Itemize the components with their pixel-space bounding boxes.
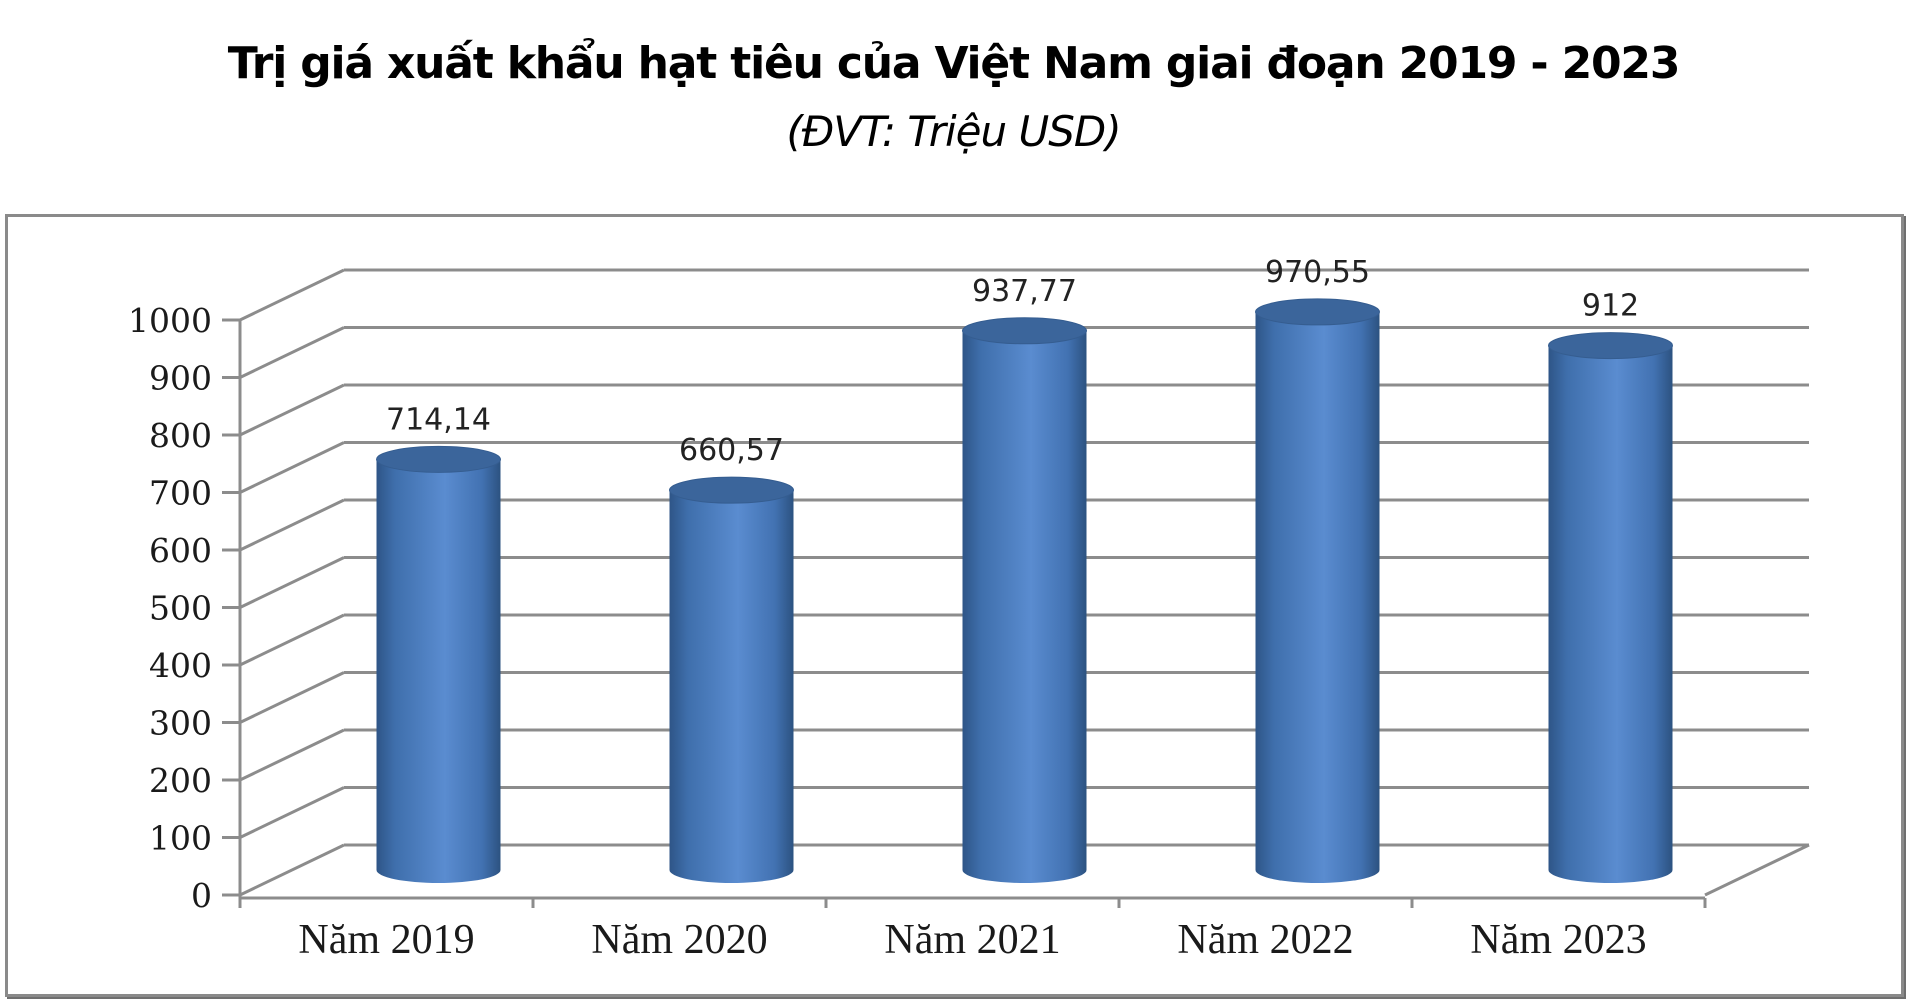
data-label: 660,57 <box>679 433 784 468</box>
y-tick-label: 600 <box>149 531 212 570</box>
y-tick-label: 400 <box>149 646 212 685</box>
bar-năm-2019 <box>376 445 501 884</box>
side-gridline <box>239 383 345 437</box>
bar-năm-2023 <box>1548 332 1673 884</box>
bar-top <box>376 445 501 473</box>
y-tick-label: 300 <box>149 704 212 743</box>
bar-body <box>962 330 1087 884</box>
x-tick-label: Năm 2021 <box>884 917 1060 963</box>
side-gridline <box>239 613 345 667</box>
side-gridline <box>239 843 345 897</box>
axes: 0 100 200 300 400 500 600 700 800 900 1000 <box>128 301 1707 915</box>
bar-body <box>1255 311 1380 884</box>
bar-top <box>1255 298 1380 326</box>
bar-top <box>962 317 1087 345</box>
side-gridline <box>239 268 345 322</box>
x-tick-label: Năm 2019 <box>298 917 474 963</box>
y-tick-label: 100 <box>149 819 212 858</box>
bar-top <box>669 476 794 504</box>
bar-năm-2022 <box>1255 298 1380 884</box>
chart-title: Trị giá xuất khẩu hạt tiêu của Việt Nam … <box>227 38 1681 89</box>
bar-body <box>376 459 501 884</box>
data-label: 970,55 <box>1265 255 1370 290</box>
y-tick-label: 900 <box>149 359 212 398</box>
data-label: 714,14 <box>386 402 491 437</box>
floor-edge <box>1704 843 1810 897</box>
side-gridline <box>239 728 345 782</box>
x-tick-label: Năm 2023 <box>1470 917 1646 963</box>
y-tick-label: 200 <box>149 761 212 800</box>
bar-năm-2020 <box>669 476 794 884</box>
y-tick-label: 0 <box>191 876 212 915</box>
side-gridline <box>239 671 345 724</box>
bar-top <box>1548 332 1673 360</box>
side-gridline <box>239 326 345 379</box>
y-tick-label: 500 <box>149 589 212 628</box>
y-tick-label: 700 <box>149 474 212 513</box>
data-label: 937,77 <box>972 274 1077 309</box>
x-tick-label: Năm 2020 <box>591 917 767 963</box>
y-tick-label: 1000 <box>128 301 212 340</box>
labels: Năm 2019 714,14 Năm 2020 660,57 Năm 2021 937,… <box>298 255 1646 963</box>
bar-body <box>669 490 794 884</box>
y-tick-label: 800 <box>149 416 212 455</box>
bar-body <box>1548 345 1673 884</box>
bar-năm-2021 <box>962 317 1087 884</box>
side-gridline <box>239 556 345 609</box>
side-gridline <box>239 498 345 552</box>
chart-subtitle: (ĐVT: Triệu USD) <box>786 107 1121 156</box>
x-tick-label: Năm 2022 <box>1177 917 1353 963</box>
side-gridline <box>239 441 345 494</box>
data-label: 912 <box>1582 289 1639 324</box>
bars <box>376 298 1673 884</box>
side-gridline <box>239 786 345 839</box>
